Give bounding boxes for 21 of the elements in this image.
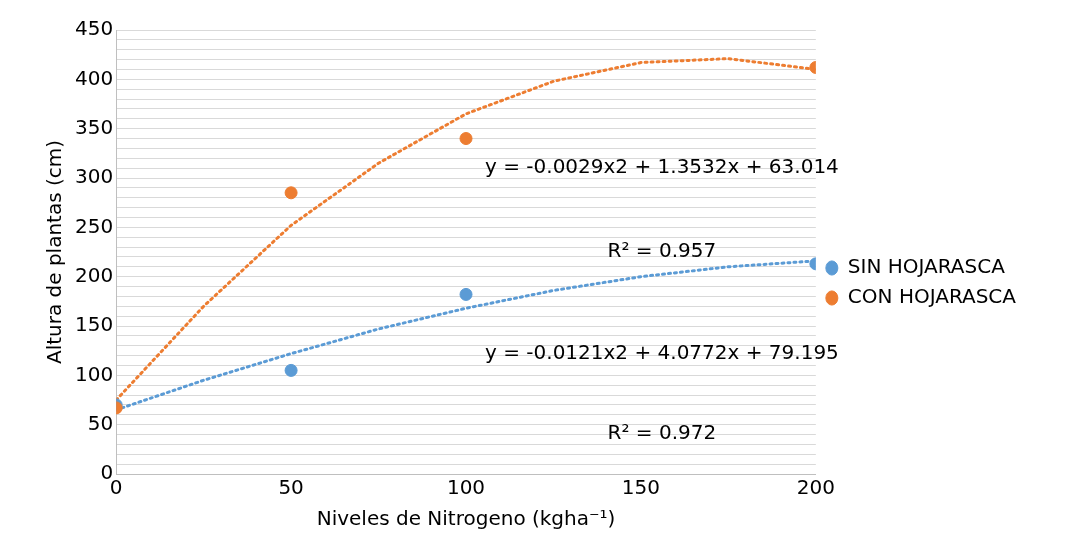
legend-label: CON HOJARASCA: [847, 284, 1017, 309]
y-tick-label: 200: [74, 262, 114, 287]
x-axis-title: Niveles de Nitrogeno (kgha⁻¹): [316, 506, 616, 531]
y-tick-label: 350: [74, 114, 114, 139]
x-tick-label: 100: [446, 475, 486, 500]
y-tick-label: 250: [74, 213, 114, 238]
y-tick-label: 300: [74, 164, 114, 189]
x-tick-label: 200: [796, 475, 835, 500]
y-tick-label: 400: [74, 65, 114, 90]
y-tick-label: 150: [74, 312, 114, 337]
y-axis-title: Altura de plantas (cm): [42, 139, 67, 365]
y-tick-label: 50: [87, 410, 114, 435]
y-tick-label: 100: [74, 361, 114, 386]
annotation: R² = 0.972: [607, 420, 717, 445]
annotation: y = -0.0029x2 + 1.3532x + 63.014: [485, 153, 839, 178]
annotation: R² = 0.957: [607, 238, 717, 263]
legend-label: SIN HOJARASCA: [847, 254, 1006, 279]
x-tick-label: 50: [278, 475, 304, 500]
annotation: y = -0.0121x2 + 4.0772x + 79.195: [485, 340, 839, 365]
x-tick-label: 150: [621, 475, 661, 500]
y-tick-label: 450: [74, 16, 114, 41]
